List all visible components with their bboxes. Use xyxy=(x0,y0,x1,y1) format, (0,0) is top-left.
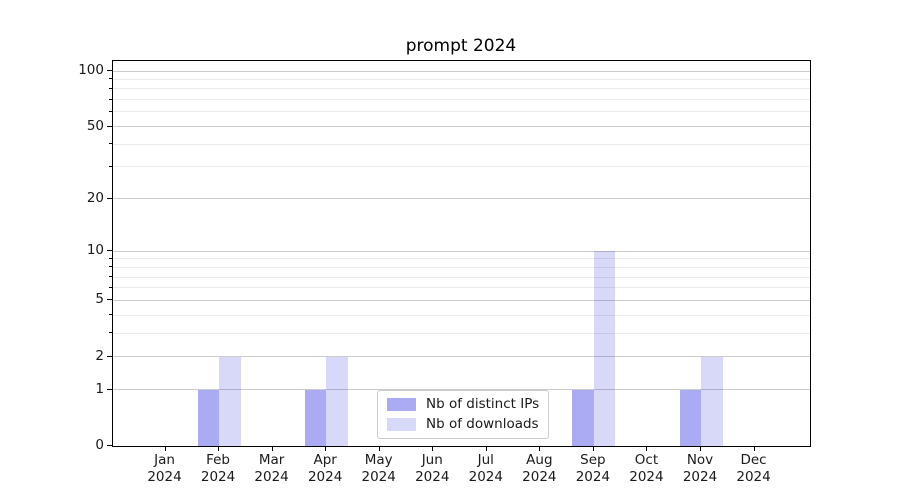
y-minor-tick-mark xyxy=(109,98,112,100)
y-minor-tick-mark xyxy=(109,286,112,288)
bar-distinct-ips xyxy=(572,389,594,446)
bar-downloads xyxy=(701,356,723,446)
y-minor-tick-mark xyxy=(109,165,112,167)
y-tick-label: 10 xyxy=(86,242,104,259)
x-tick-mark xyxy=(271,446,273,451)
major-gridline xyxy=(113,299,810,301)
legend-swatch-distinct-ips-icon xyxy=(387,397,416,411)
y-tick-label: 20 xyxy=(86,189,104,206)
y-minor-tick-mark xyxy=(109,87,112,89)
y-tick-label: 1 xyxy=(95,380,104,397)
minor-gridline xyxy=(113,276,810,278)
minor-gridline xyxy=(113,111,810,113)
bar-distinct-ips xyxy=(679,389,701,446)
y-tick-mark xyxy=(107,125,112,127)
x-tick-mark xyxy=(646,446,648,451)
y-tick-label: 0 xyxy=(95,437,104,453)
y-minor-tick-mark xyxy=(109,276,112,278)
bar-distinct-ips xyxy=(304,389,327,446)
x-tick-label: Sep 2024 xyxy=(575,452,611,485)
y-minor-tick-mark xyxy=(109,78,112,80)
minor-gridline xyxy=(113,166,810,168)
legend-label-downloads: Nb of downloads xyxy=(426,416,539,432)
x-tick-mark xyxy=(485,446,487,451)
x-tick-label: Jan 2024 xyxy=(147,452,182,485)
minor-gridline xyxy=(113,88,810,90)
y-tick-label: 100 xyxy=(78,62,104,78)
bar-downloads xyxy=(326,356,348,446)
y-tick-mark xyxy=(107,388,112,390)
y-minor-tick-mark xyxy=(109,110,112,112)
x-tick-label: Oct 2024 xyxy=(629,452,664,485)
x-tick-label: Jul 2024 xyxy=(468,452,503,485)
x-tick-mark xyxy=(700,446,701,451)
y-tick-label: 5 xyxy=(95,291,104,308)
minor-gridline xyxy=(113,266,810,268)
minor-gridline xyxy=(113,314,810,316)
x-tick-mark xyxy=(218,446,220,451)
x-tick-mark xyxy=(325,446,327,451)
x-tick-mark xyxy=(432,446,434,451)
x-tick-label: Jun 2024 xyxy=(415,452,450,485)
x-tick-mark xyxy=(164,446,166,451)
x-tick-label: Apr 2024 xyxy=(307,452,343,485)
plot-area xyxy=(112,60,811,447)
major-gridline xyxy=(113,389,810,391)
minor-gridline xyxy=(113,143,810,145)
y-tick-mark xyxy=(107,299,112,301)
x-tick-label: May 2024 xyxy=(361,452,396,485)
major-gridline xyxy=(113,250,810,252)
minor-gridline xyxy=(113,287,810,289)
y-tick-mark xyxy=(107,197,112,199)
x-tick-label: Feb 2024 xyxy=(200,452,236,485)
legend-item-distinct-ips: Nb of distinct IPs xyxy=(387,396,539,412)
x-tick-mark xyxy=(378,446,380,451)
major-gridline xyxy=(113,70,810,72)
y-minor-tick-mark xyxy=(109,332,112,334)
major-gridline xyxy=(113,198,810,200)
legend-label-distinct-ips: Nb of distinct IPs xyxy=(426,396,540,412)
major-gridline xyxy=(113,356,810,358)
minor-gridline xyxy=(113,332,810,334)
y-tick-label: 2 xyxy=(95,347,104,364)
minor-gridline xyxy=(113,78,810,80)
y-tick-label: 50 xyxy=(86,117,104,134)
minor-gridline xyxy=(113,99,810,101)
y-tick-mark xyxy=(107,250,112,252)
x-tick-mark xyxy=(539,446,541,451)
bar-downloads xyxy=(219,356,241,446)
bar-downloads xyxy=(593,251,616,446)
y-tick-mark xyxy=(107,355,112,357)
y-minor-tick-mark xyxy=(109,266,112,268)
y-tick-mark xyxy=(107,445,112,446)
minor-gridline xyxy=(113,258,810,260)
legend: Nb of distinct IPs Nb of downloads xyxy=(377,390,550,439)
legend-item-downloads: Nb of downloads xyxy=(387,416,539,432)
x-tick-label: Nov 2024 xyxy=(682,452,718,485)
x-tick-label: Dec 2024 xyxy=(736,452,771,485)
x-tick-mark xyxy=(592,446,594,451)
y-tick-mark xyxy=(107,70,112,71)
chart-title: prompt 2024 xyxy=(405,36,517,56)
y-minor-tick-mark xyxy=(109,143,112,145)
legend-swatch-downloads-icon xyxy=(387,417,416,431)
y-minor-tick-mark xyxy=(109,257,112,259)
bar-distinct-ips xyxy=(197,389,220,446)
x-tick-mark xyxy=(753,446,755,451)
y-minor-tick-mark xyxy=(109,314,112,316)
x-tick-label: Aug 2024 xyxy=(522,452,557,485)
major-gridline xyxy=(113,126,810,128)
x-tick-label: Mar 2024 xyxy=(254,452,289,485)
